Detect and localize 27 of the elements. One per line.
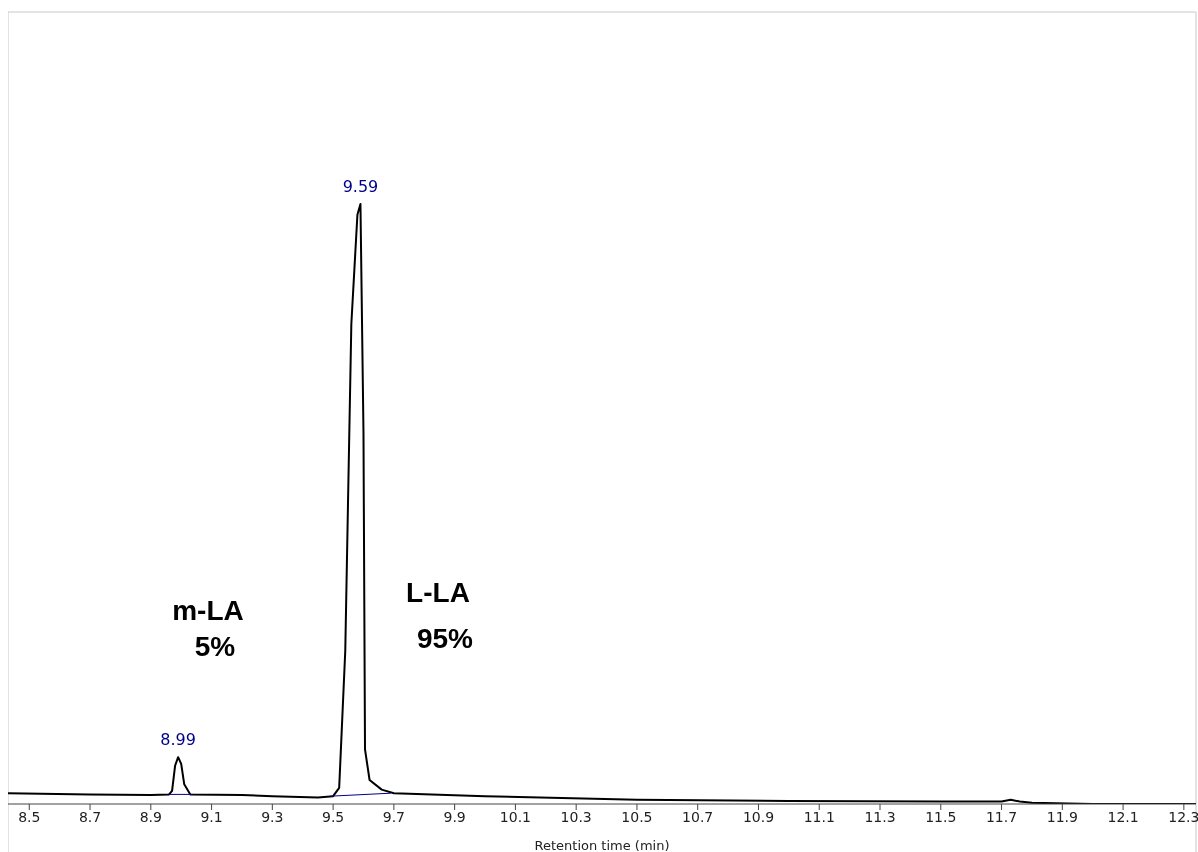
x-tick-label: 9.7 — [382, 808, 405, 825]
annotation: 8.99 — [160, 730, 196, 750]
x-tick-label: 8.9 — [139, 808, 162, 825]
annotation: 5% — [194, 631, 236, 663]
x-tick-label: 10.3 — [560, 808, 592, 825]
x-tick-label: 9.3 — [261, 808, 284, 825]
x-tick-label: 10.7 — [682, 808, 714, 825]
x-tick-label: 9.9 — [443, 808, 466, 825]
x-tick-label: 11.5 — [925, 808, 957, 825]
x-tick-label: 12.1 — [1107, 808, 1139, 825]
x-tick-label: 11.9 — [1046, 808, 1078, 825]
x-tick-label: 8.5 — [18, 808, 41, 825]
x-tick-label: 11.1 — [803, 808, 835, 825]
x-tick-label: 11.7 — [985, 808, 1018, 825]
x-tick-label: 11.3 — [864, 808, 896, 825]
annotation: 95% — [416, 623, 474, 655]
x-axis-title: Retention time (min) — [534, 838, 670, 852]
x-tick-label: 8.7 — [78, 808, 102, 825]
annotation: m-LA — [172, 595, 244, 627]
x-tick-label: 10.5 — [621, 808, 653, 825]
x-tick-label: 12.3 — [1168, 808, 1198, 825]
x-tick-label: 9.5 — [321, 808, 345, 825]
annotation: L-LA — [406, 577, 470, 609]
x-tick-label: 10.1 — [499, 808, 531, 825]
x-tick-label: 9.1 — [200, 808, 223, 825]
x-tick-label: 10.9 — [742, 808, 775, 825]
annotation: 9.59 — [342, 177, 379, 196]
